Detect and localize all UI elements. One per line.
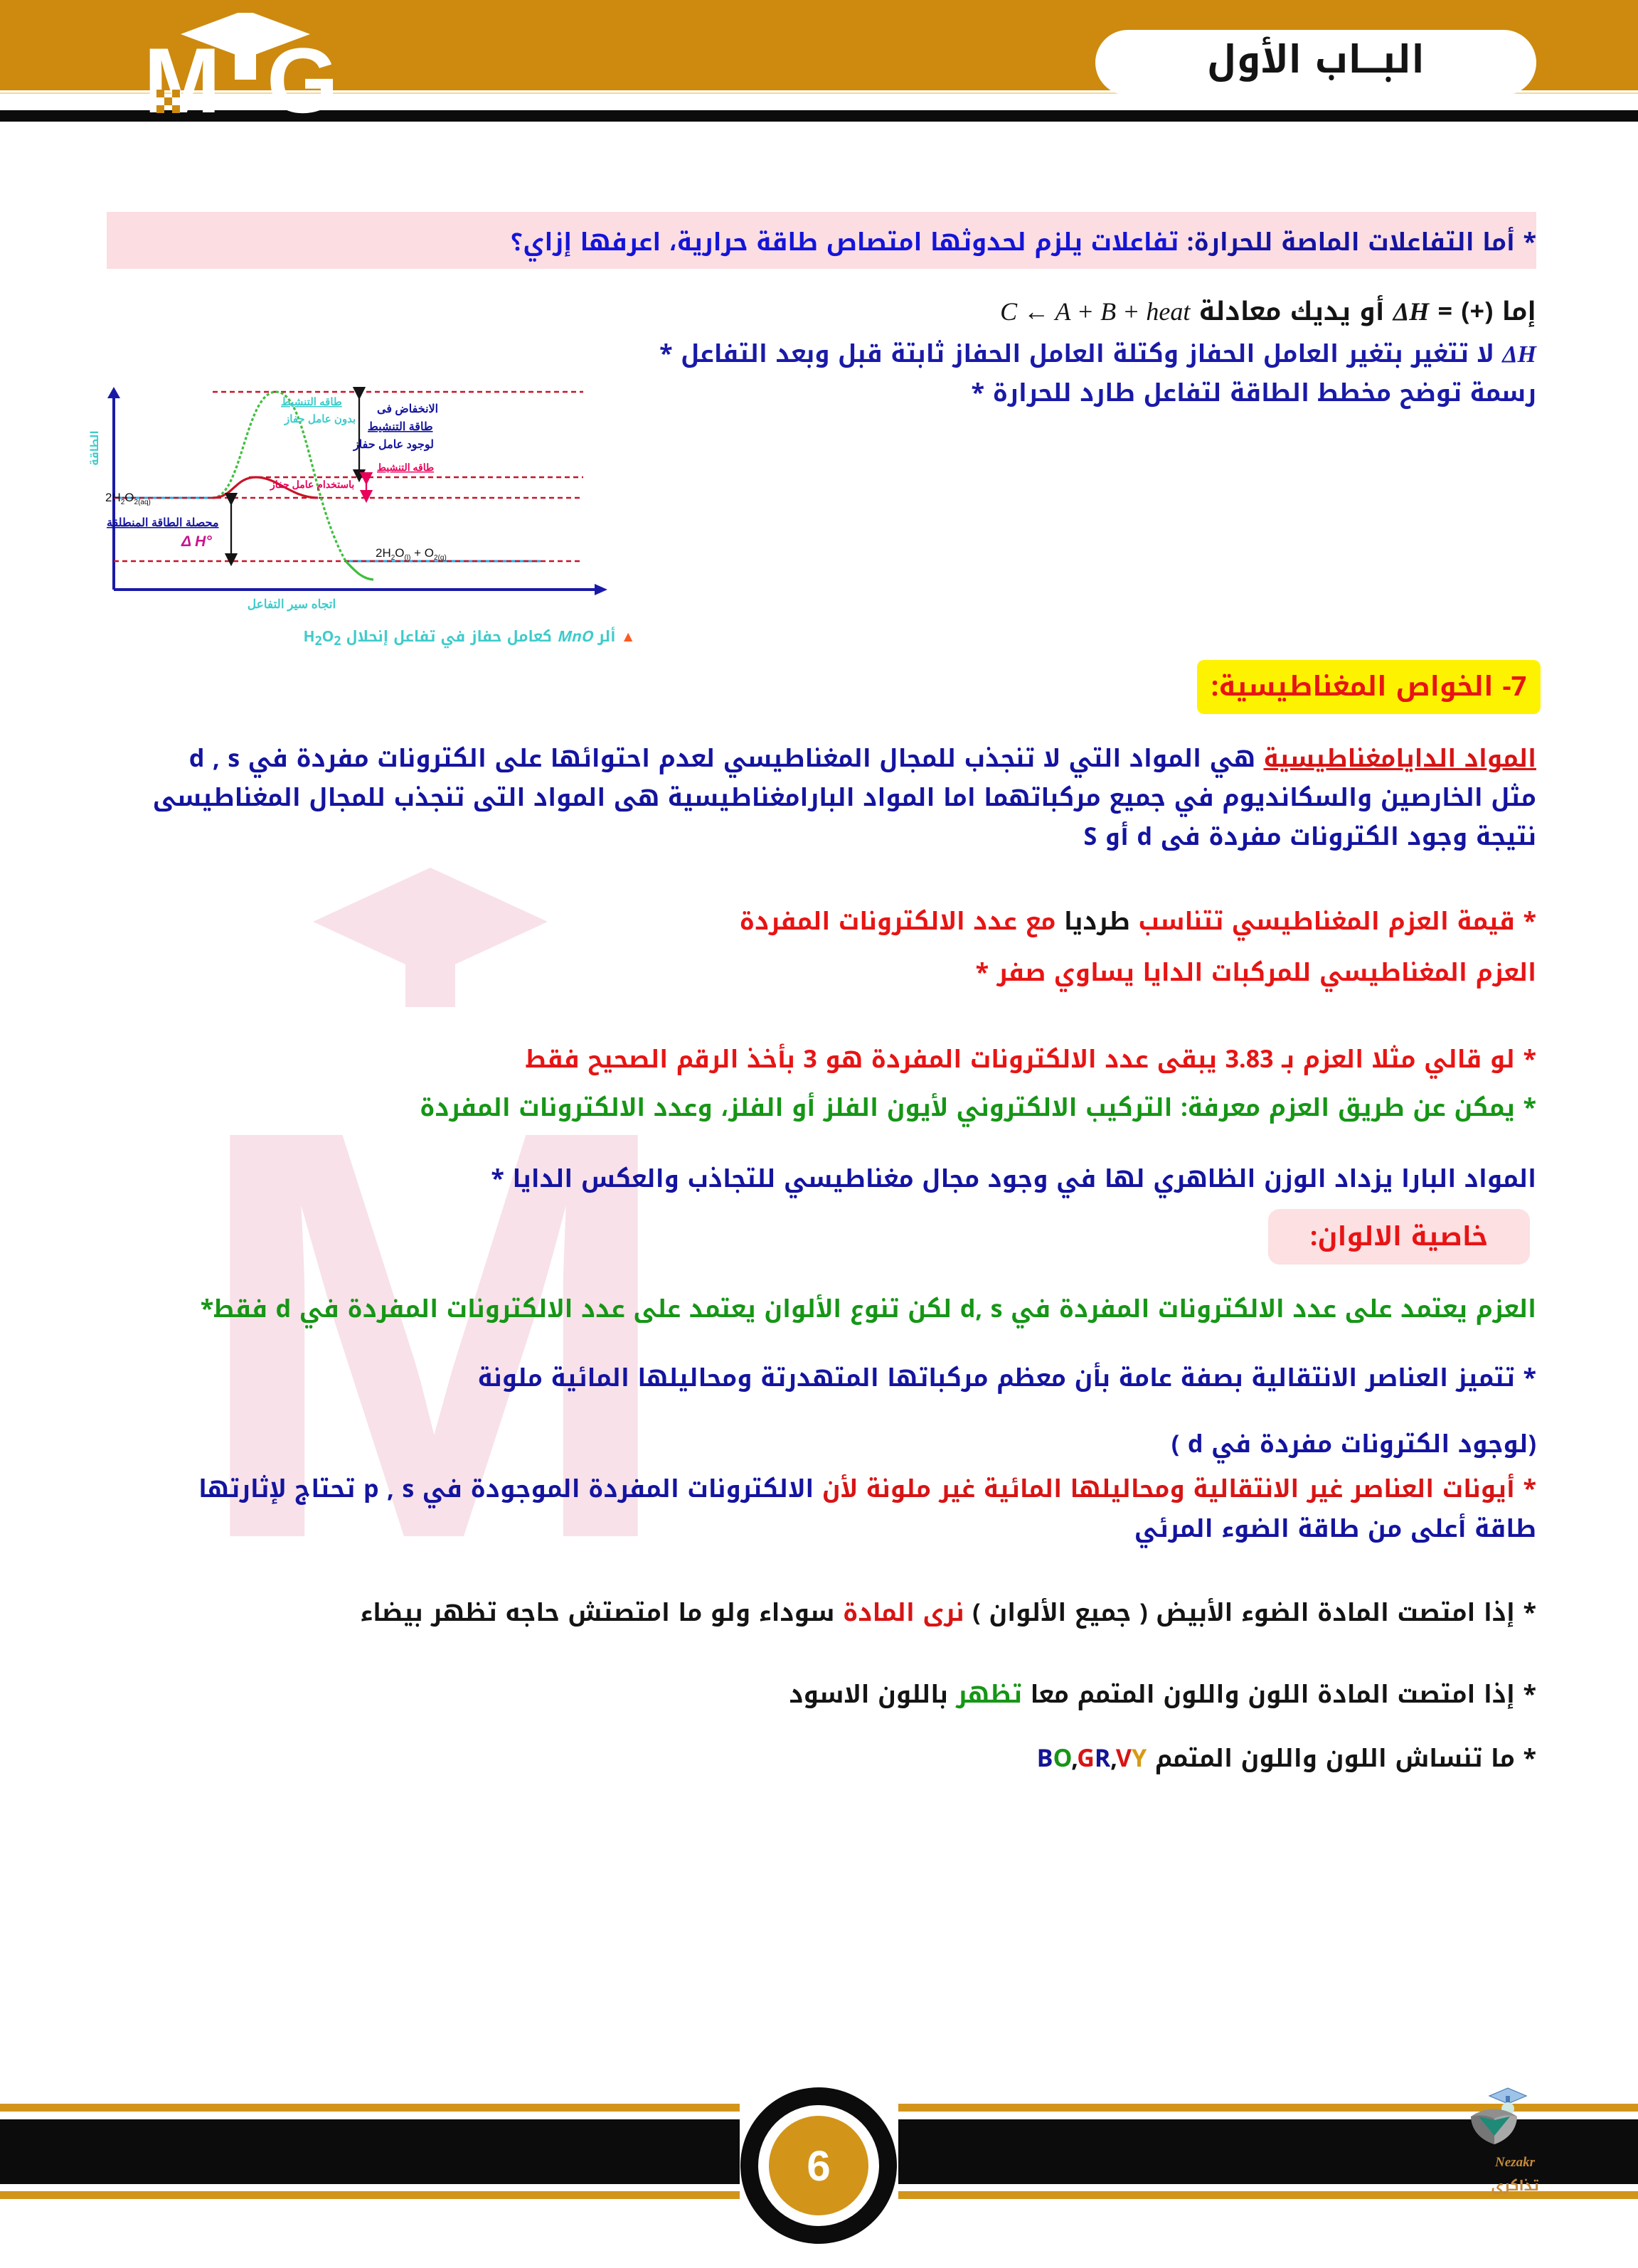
svg-text:2H2O(l) + O2(g): 2H2O(l) + O2(g) xyxy=(376,546,447,562)
svg-text:محصلة الطاقة المنطلقة: محصلة الطاقة المنطلقة xyxy=(107,517,219,529)
svg-text:باستخدام عامل حفاز: باستخدام عامل حفاز xyxy=(270,479,354,491)
svg-text:الانخفاض فى: الانخفاض فى xyxy=(377,403,438,416)
svg-text:بدون عامل حفاز: بدون عامل حفاز xyxy=(284,413,356,425)
svg-text:طاقة التنشيط: طاقة التنشيط xyxy=(368,421,433,433)
svg-text:Δ H°: Δ H° xyxy=(181,533,212,550)
svg-text:طاقه التنشيط: طاقه التنشيط xyxy=(281,396,342,408)
svg-text:2H2O2(aq): 2H2O2(aq) xyxy=(105,491,151,506)
svg-text:طاقه التنشيط: طاقه التنشيط xyxy=(377,462,434,473)
svg-text:لوجود عامل حفاز: لوجود عامل حفاز xyxy=(353,439,434,452)
svg-text:اتجاه سير التفاعل: اتجاه سير التفاعل xyxy=(248,597,336,612)
